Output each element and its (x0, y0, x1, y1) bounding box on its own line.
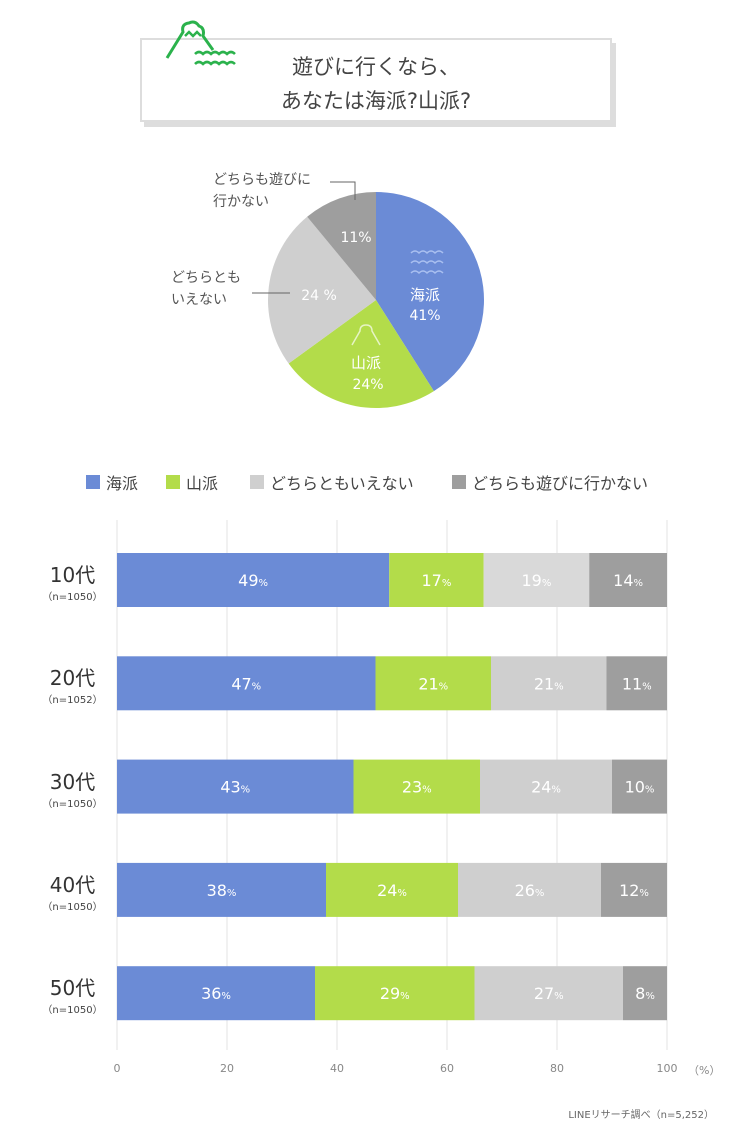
mountain-icon (351, 324, 381, 346)
pie-value: 24 % (301, 288, 337, 304)
wave-icon (410, 260, 444, 265)
pie-callout-label: どちらも遊びに (213, 172, 311, 188)
category-label: 30代 （n=1050） (42, 769, 103, 810)
bar-segment (589, 553, 667, 607)
pie-value: 24% (352, 377, 383, 393)
bar-segment (375, 656, 491, 711)
legend-sea: 海派 (86, 470, 138, 494)
x-tick-label: 60 (440, 1062, 454, 1075)
legend-neither: どちらともいえない (250, 470, 414, 494)
category-label: 40代 （n=1050） (42, 872, 103, 913)
pie-callout-label: どちらとも (171, 270, 241, 286)
bar-segment (117, 759, 354, 814)
x-tick-label: 100 (656, 1062, 678, 1075)
wave-icon (410, 270, 444, 275)
bar-segment (389, 553, 484, 607)
bar-segment (612, 759, 667, 814)
bar-segment (117, 862, 326, 917)
pie-label: 山派 (351, 354, 381, 372)
bar-segment (623, 966, 667, 1021)
mountain-sea-icon (165, 20, 236, 66)
bar-segment (117, 966, 315, 1021)
title-box (140, 38, 612, 122)
legend-mountain: 山派 (166, 470, 218, 494)
category-label: 20代 （n=1052） (42, 666, 103, 707)
category-label: 50代 （n=1050） (42, 976, 103, 1017)
pie-callout-label: いえない (171, 292, 227, 308)
bar-segment (326, 862, 458, 917)
pie-value: 41% (409, 308, 440, 324)
x-tick-label: 20 (220, 1062, 234, 1075)
wave-icon (410, 250, 444, 255)
bar-segment (474, 966, 623, 1021)
bar-segment (315, 966, 475, 1021)
bar-segment (458, 862, 601, 917)
x-tick-label: 80 (550, 1062, 564, 1075)
x-tick-label: 40 (330, 1062, 344, 1075)
legend-none: どちらも遊びに行かない (452, 470, 648, 494)
x-tick-label: 0 (113, 1062, 121, 1075)
title-line-1: 遊びに行くなら、 (292, 55, 460, 79)
credit: LINEリサーチ調べ（n=5,252） (568, 1110, 714, 1121)
pie-slice (268, 216, 376, 364)
x-unit: （%） (688, 1064, 721, 1077)
bar-segment (483, 553, 590, 607)
bar-segment (117, 656, 376, 711)
pie-slice (376, 192, 484, 392)
bar-segment (606, 656, 667, 711)
bar-segment (491, 656, 607, 711)
pie-slice (288, 300, 434, 408)
pie-label: 海派 (410, 286, 440, 304)
pie-value: 11% (340, 230, 371, 246)
pie-callout-label: 行かない (213, 194, 269, 210)
chart-title: 遊びに行くなら、 あなたは海派?山派? (140, 50, 612, 118)
category-label: 10代 （n=1050） (42, 563, 103, 603)
bar-segment (601, 862, 667, 917)
bar-segment (480, 759, 612, 814)
pie-slice (307, 192, 376, 300)
callout-line (330, 181, 356, 200)
title-line-2: あなたは海派?山派? (280, 89, 472, 113)
bar-segment (353, 759, 480, 814)
bar-segment (117, 553, 390, 607)
